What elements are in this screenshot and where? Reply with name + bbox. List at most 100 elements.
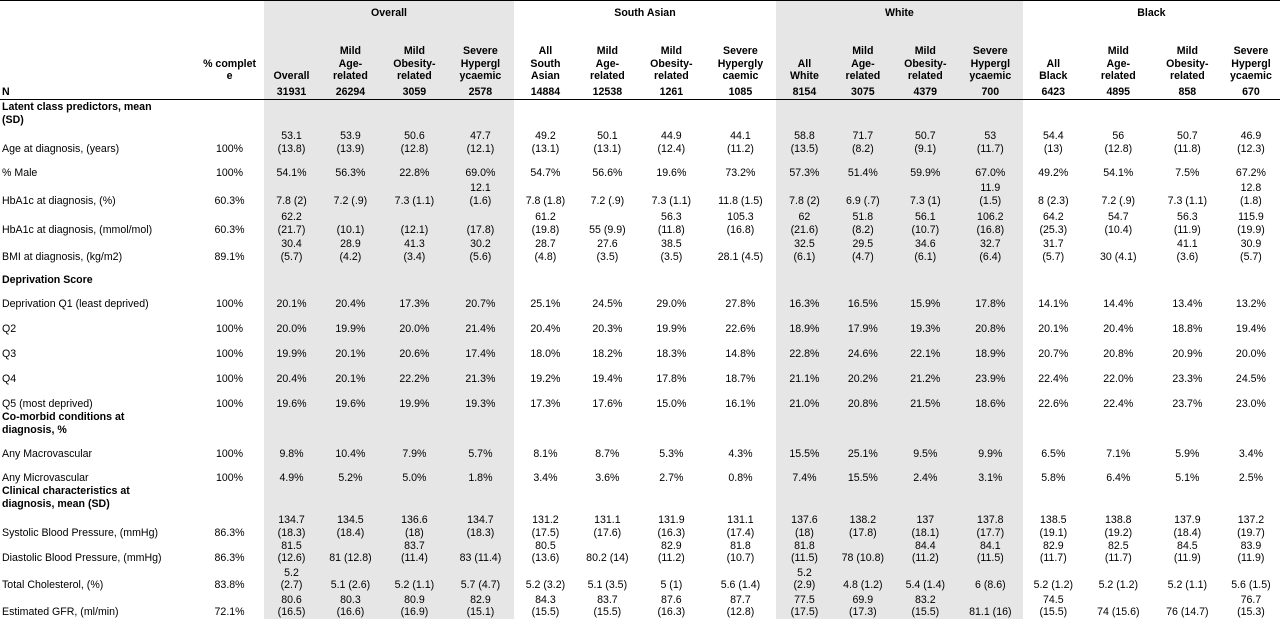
column-header: All Black [1039,57,1068,83]
table-cell: 56.3 (11.9) [1173,211,1201,236]
table-cell: 28.7 (4.8) [534,238,557,263]
table-cell: 32.7 (6.4) [957,236,1023,264]
table-cell: 25.1% [530,297,561,310]
table-row: Q5 (most deprived) 100% 19.6% 19.6% 19.9% 19.… [0,385,1280,411]
table-cell: 10.4% [318,436,382,461]
table-cell: 7.4% [776,460,833,485]
group-header: South Asian [513,0,776,25]
table-cell: 23.9% [957,360,1023,386]
table-cell: 80.6 (16.5) [264,591,319,619]
table-cell: 19.9% [264,335,319,361]
table-cell: 20.8% [1103,347,1134,360]
table-cell [776,410,833,437]
table-cell [264,263,319,287]
table-cell: 5.0% [381,460,447,485]
row-label: % Male [2,166,38,179]
table-cell: 20.8% [832,385,893,411]
group-header: Overall [264,0,514,25]
table-cell: 15.5% [832,460,893,485]
table-cell: 7.1% [1106,447,1131,460]
table-cell: 15.0% [656,397,687,410]
row-label: HbA1c at diagnosis, (mmol/mol) [2,223,153,236]
table-cell: 78 (10.8) [832,539,893,565]
section-label: Latent class predictors, mean (SD) [2,101,152,126]
group-header-blank [0,0,265,25]
table-cell [318,263,382,287]
table-cell: 134.5 (18.4) [318,510,382,540]
table-cell: 23.7% [1172,397,1203,410]
table-cell [832,99,893,127]
table-cell: 20.1% [264,286,319,311]
table-cell: 50.7 (9.1) [892,126,958,156]
table-cell: 20.0% [1235,347,1266,360]
n-value: 4379 [892,83,958,100]
row-label: Systolic Blood Pressure, (mmHg) [2,526,159,539]
table-cell: 19.4% [1235,322,1266,335]
table-cell: 18.0% [530,347,561,360]
table-cell [957,410,1023,437]
table-cell: 3.4% [533,471,558,484]
column-header: Mild Obesity- related [892,25,958,83]
table-cell: 105.3 (16.8) [726,211,755,236]
table-row: Systolic Blood Pressure, (mmHg) 86.3% 134.… [0,510,1280,540]
table-cell: 81.8 (10.7) [726,539,755,565]
table-cell: 7.3 (1.1) [381,179,447,208]
table-cell: 5.3% [659,447,684,460]
table-cell [638,485,705,511]
n-value: 8154 [776,83,833,100]
table-cell: 56 (12.8) [1104,130,1133,155]
table-cell: 5.7 (4.7) [446,564,514,592]
n-value: 6423 [1022,83,1084,100]
table-cell: 86.3% [214,552,245,565]
table-cell: 115.9 (19.9) [1237,211,1265,236]
n-value: 26294 [318,83,382,100]
table-cell [577,264,638,287]
table-cell: 51.4% [832,155,893,180]
table-cell [1222,100,1280,127]
table-cell: 54.7 (10.4) [1104,211,1133,236]
table-cell: 16.5% [832,286,893,311]
table-cell: 57.3% [776,155,833,180]
n-value: 700 [957,83,1023,100]
n-value [195,83,265,100]
table-cell: 84.4 (11.2) [892,539,958,565]
column-header: Mild Obesity- related [381,25,447,83]
table-cell: 137.8 (17.7) [957,510,1023,540]
table-cell: 20.7% [1038,347,1069,360]
table-cell: 5.2 (1.2) [1033,579,1074,592]
group-header-row: Overall South Asian White Black [0,0,1280,25]
table-cell: 6.4% [1106,471,1131,484]
table-cell: 9.5% [892,436,958,461]
table-cell: 47.7 (12.1) [446,126,514,156]
table-cell: 100% [216,372,244,385]
n-value: 3075 [832,83,893,100]
table-cell: 27.6 (3.5) [596,238,619,263]
table-cell: 100% [216,322,244,335]
table-cell [705,411,776,437]
table-cell: 14.8% [725,347,756,360]
table-cell: 5 (1) [660,579,683,592]
table-cell [264,99,319,127]
table-cell: 89.1% [214,250,245,263]
table-cell: 49.2 (13.1) [531,130,560,155]
table-cell: 20.7% [446,286,514,311]
table-cell [1222,411,1280,437]
row-label: Age at diagnosis, (years) [2,142,120,155]
table-cell [264,410,319,437]
table-cell: 76.7 (15.3) [1237,593,1265,619]
table-row: HbA1c at diagnosis, (%) 60.3% 7.8 (2) 7.2 (… [0,179,1280,208]
table-cell: 83.7 (11.4) [381,539,447,565]
table-cell: 19.4% [592,372,623,385]
table-cell: 17.9% [832,310,893,336]
table-cell: 80.3 (16.6) [318,591,382,619]
table-cell [1084,411,1153,437]
table-cell: 100% [216,297,244,310]
table-cell: 25.1% [832,436,893,461]
table-row: Estimated GFR, (ml/min) 72.1% 80.6 (16.5) 8… [0,591,1280,619]
n-value: 14884 [513,83,577,100]
table-cell [1084,485,1153,511]
table-row: Total Cholesterol, (%) 83.8% 5.2 (2.7) 5.1 … [0,564,1280,592]
n-value: 670 [1221,83,1280,100]
table-cell: 5.2 (1.2) [1098,579,1139,592]
